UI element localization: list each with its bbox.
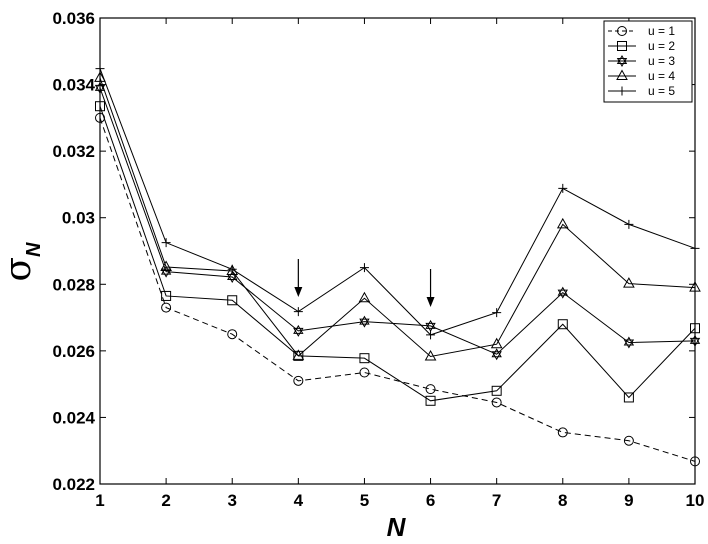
series-4 (94, 71, 701, 361)
legend-label: u = 5 (648, 84, 675, 98)
marker-plus (227, 264, 237, 274)
marker-square (161, 290, 172, 301)
x-tick-label: 7 (492, 491, 501, 510)
y-tick-label: 0.022 (52, 475, 95, 494)
y-tick-label: 0.028 (52, 275, 95, 294)
x-tick-label: 1 (95, 491, 104, 510)
legend-label: u = 4 (648, 69, 675, 83)
marker-star (359, 315, 370, 328)
series-line (99, 68, 696, 336)
marker-circle (557, 427, 568, 438)
y-tick-label: 0.03 (62, 209, 95, 228)
x-tick-label: 10 (686, 491, 705, 510)
annotation-arrow (294, 259, 303, 297)
legend-label: u = 1 (648, 24, 675, 38)
legend-label: u = 3 (648, 54, 675, 68)
marker-triangle (358, 291, 371, 303)
marker-triangle (556, 217, 569, 229)
marker-triangle (616, 69, 628, 80)
marker-star (623, 336, 635, 349)
series-1 (95, 112, 700, 467)
marker-star (557, 286, 568, 299)
marker-plus (359, 263, 369, 273)
marker-square (557, 319, 568, 330)
marker-triangle (292, 349, 305, 360)
marker-triangle (623, 277, 635, 288)
marker-star (491, 348, 502, 361)
marker-circle (425, 384, 436, 395)
y-tick-label: 0.034 (52, 76, 95, 95)
y-tick-label: 0.024 (52, 408, 95, 427)
marker-circle (623, 435, 634, 446)
marker-plus (426, 330, 436, 340)
legend-entry: u = 3 (608, 54, 675, 68)
x-tick-label: 8 (558, 491, 567, 510)
x-tick-label: 2 (161, 491, 170, 510)
x-tick-label: 4 (294, 491, 304, 510)
series-line (99, 106, 696, 402)
plot-area (94, 64, 701, 467)
y-tick-label: 0.032 (52, 142, 95, 161)
marker-star (293, 324, 304, 337)
series-2 (95, 101, 700, 406)
marker-triangle (424, 349, 437, 361)
series-line (99, 117, 696, 462)
marker-circle (359, 367, 370, 378)
legend-entry: u = 2 (608, 39, 675, 53)
series-5 (95, 64, 700, 340)
axes: 1 2 3 4 5 6 7 8 9 10 0.022 0.024 0.026 0.028 0.03 0.032… (52, 9, 704, 510)
marker-plus (617, 86, 627, 96)
y-axis-title-symbol: σ (0, 257, 39, 282)
marker-plus (492, 308, 502, 318)
marker-plus (293, 307, 303, 317)
marker-square (359, 353, 370, 364)
marker-triangle (490, 337, 503, 349)
series-3 (94, 81, 701, 361)
y-axis-title-subscript: N (23, 242, 45, 257)
y-axis-title: σN (0, 242, 45, 282)
x-axis-title: N (387, 512, 407, 542)
marker-plus (161, 238, 171, 248)
x-tick-label: 9 (624, 491, 633, 510)
marker-circle (227, 329, 238, 340)
plot-frame (99, 17, 696, 485)
legend-entry: u = 5 (608, 84, 675, 98)
marker-circle (161, 302, 172, 313)
series-line (99, 87, 696, 355)
marker-circle (293, 375, 304, 386)
legend-entry: u = 1 (608, 24, 675, 38)
series-line (99, 77, 696, 358)
x-tick-label: 6 (426, 491, 435, 510)
marker-circle (617, 26, 627, 36)
marker-triangle (160, 260, 172, 271)
marker-square (227, 295, 238, 306)
marker-square (425, 395, 436, 406)
svg-text:σN: σN (0, 242, 45, 282)
marker-square (491, 385, 502, 396)
annotation-arrow (426, 269, 435, 307)
marker-plus (558, 183, 568, 193)
y-tick-label: 0.026 (52, 342, 95, 361)
x-tick-label: 5 (360, 491, 369, 510)
legend-entry: u = 4 (608, 69, 675, 83)
marker-triangle (226, 264, 239, 275)
marker-star (616, 54, 628, 68)
marker-circle (491, 397, 502, 408)
marker-square (623, 392, 634, 403)
y-tick-label: 0.036 (52, 9, 95, 28)
x-tick-label: 3 (227, 491, 236, 510)
marker-square (617, 41, 627, 51)
marker-plus (624, 219, 634, 229)
legend: u = 1u = 2u = 3u = 4u = 5 (603, 20, 693, 103)
marker-star (425, 319, 436, 332)
legend-label: u = 2 (648, 39, 675, 53)
